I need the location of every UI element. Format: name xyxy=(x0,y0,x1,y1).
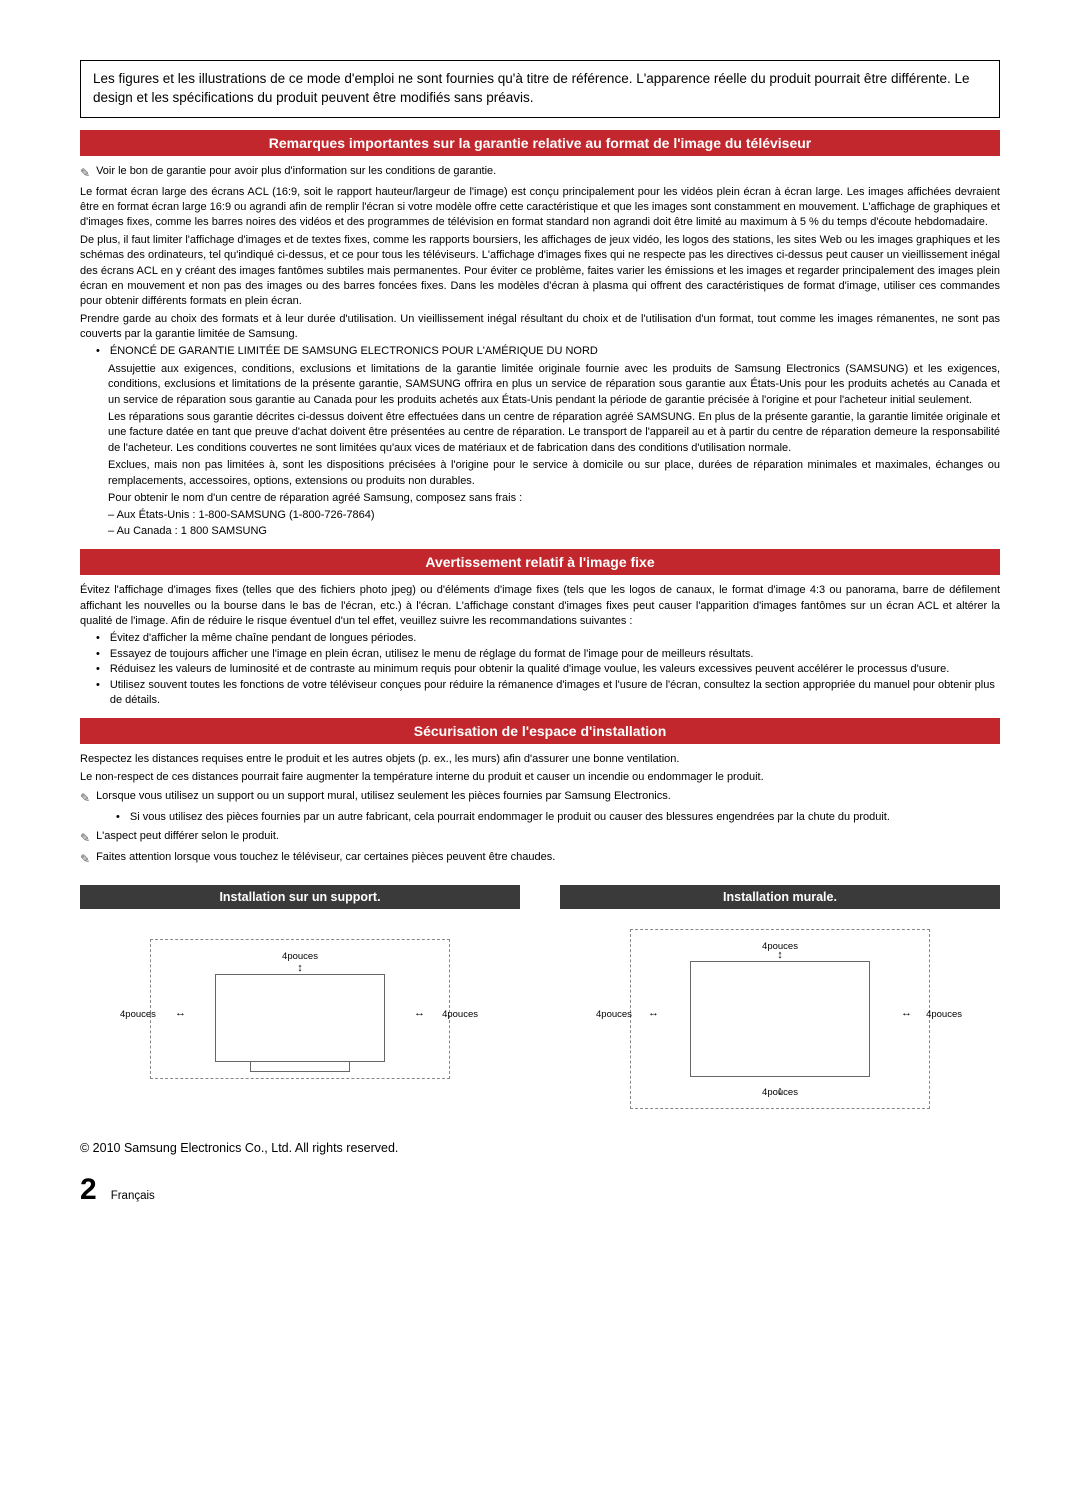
install-note2-text: L'aspect peut différer selon le produit. xyxy=(96,829,279,844)
dist-right-a: 4pouces xyxy=(442,1009,478,1020)
install-sub: • Si vous utilisez des pièces fournies p… xyxy=(80,810,1000,825)
header-warranty: Remarques importantes sur la garantie re… xyxy=(80,130,1000,156)
fixed-b4: • Utilisez souvent toutes les fonctions d… xyxy=(80,678,1000,709)
diagram-row: Installation sur un support. 4pouces 4po… xyxy=(80,885,1000,1119)
tv-rect-a xyxy=(215,974,385,1062)
note-icon: ✎ xyxy=(80,790,90,807)
diagram-title-b: Installation murale. xyxy=(560,885,1000,909)
arrow-icon: ↕ xyxy=(777,1085,783,1097)
install-note3-text: Faites attention lorsque vous touchez le… xyxy=(96,850,555,865)
warranty-sub3: Exclues, mais non pas limitées à, sont l… xyxy=(80,458,1000,489)
diagram-b-wrap: 4pouces 4pouces 4pouces 4pouces ↕ ↔ ↔ ↕ xyxy=(560,929,1000,1119)
warranty-dash2: – Au Canada : 1 800 SAMSUNG xyxy=(80,524,1000,539)
dist-right-b: 4pouces xyxy=(926,1009,962,1020)
warranty-note: ✎ Voir le bon de garantie pour avoir plu… xyxy=(80,164,1000,181)
diagram-a-wrap: 4pouces 4pouces 4pouces ↕ ↔ ↔ xyxy=(80,929,520,1119)
warranty-sub2: Les réparations sous garantie décrites c… xyxy=(80,410,1000,456)
dist-top-a: 4pouces xyxy=(282,951,318,962)
arrow-icon: ↕ xyxy=(297,962,303,974)
warranty-p3: Prendre garde au choix des formats et à … xyxy=(80,312,1000,343)
arrow-icon: ↔ xyxy=(175,1007,186,1019)
warranty-dash1: – Aux États-Unis : 1-800-SAMSUNG (1-800-… xyxy=(80,508,1000,523)
diagram-stand: Installation sur un support. 4pouces 4po… xyxy=(80,885,520,1119)
bullet-dot: • xyxy=(96,647,100,662)
install-note1-text: Lorsque vous utilisez un support ou un s… xyxy=(96,789,671,804)
install-p1: Respectez les distances requises entre l… xyxy=(80,752,1000,767)
fixed-b2-text: Essayez de toujours afficher une l'image… xyxy=(110,647,754,662)
warranty-p1: Le format écran large des écrans ACL (16… xyxy=(80,185,1000,231)
warranty-sub1: Assujettie aux exigences, conditions, ex… xyxy=(80,362,1000,408)
fixed-b3-text: Réduisez les valeurs de luminosité et de… xyxy=(110,662,949,677)
warranty-note-text: Voir le bon de garantie pour avoir plus … xyxy=(96,164,496,179)
dist-left-a: 4pouces xyxy=(120,1009,156,1020)
notice-text: Les figures et les illustrations de ce m… xyxy=(93,71,970,105)
fixed-p1: Évitez l'affichage d'images fixes (telle… xyxy=(80,583,1000,629)
header-fixed-image: Avertissement relatif à l'image fixe xyxy=(80,549,1000,575)
bullet-dot: • xyxy=(96,631,100,646)
page-language: Français xyxy=(111,1190,155,1202)
install-note3: ✎ Faites attention lorsque vous touchez … xyxy=(80,850,1000,867)
tv-rect-b xyxy=(690,961,870,1077)
warranty-bullet-title: ÉNONCÉ DE GARANTIE LIMITÉE DE SAMSUNG EL… xyxy=(110,344,598,359)
warranty-p2: De plus, il faut limiter l'affichage d'i… xyxy=(80,233,1000,310)
install-p2: Le non-respect de ces distances pourrait… xyxy=(80,770,1000,785)
bullet-dot: • xyxy=(96,344,100,359)
note-icon: ✎ xyxy=(80,851,90,868)
note-icon: ✎ xyxy=(80,165,90,182)
fixed-b3: • Réduisez les valeurs de luminosité et d… xyxy=(80,662,1000,677)
fixed-b2: • Essayez de toujours afficher une l'imag… xyxy=(80,647,1000,662)
warranty-sub4: Pour obtenir le nom d'un centre de répar… xyxy=(80,491,1000,506)
bullet-dot: • xyxy=(96,678,100,709)
fixed-b4-text: Utilisez souvent toutes les fonctions de… xyxy=(110,678,1000,709)
install-note1: ✎ Lorsque vous utilisez un support ou un… xyxy=(80,789,1000,806)
stand-base xyxy=(250,1062,350,1072)
arrow-icon: ↔ xyxy=(648,1007,659,1019)
arrow-icon: ↔ xyxy=(901,1007,912,1019)
copyright: © 2010 Samsung Electronics Co., Ltd. All… xyxy=(80,1141,1000,1155)
bullet-dot: • xyxy=(116,810,120,825)
dist-left-b: 4pouces xyxy=(596,1009,632,1020)
arrow-icon: ↔ xyxy=(414,1007,425,1019)
warranty-bullet: • ÉNONCÉ DE GARANTIE LIMITÉE DE SAMSUNG … xyxy=(80,344,1000,359)
notice-box: Les figures et les illustrations de ce m… xyxy=(80,60,1000,118)
fixed-b1: • Évitez d'afficher la même chaîne pendan… xyxy=(80,631,1000,646)
note-icon: ✎ xyxy=(80,830,90,847)
diagram-title-a: Installation sur un support. xyxy=(80,885,520,909)
install-note2: ✎ L'aspect peut différer selon le produi… xyxy=(80,829,1000,846)
arrow-icon: ↕ xyxy=(777,949,783,961)
page-number: 2 xyxy=(80,1173,97,1207)
page-footer: 2 Français xyxy=(80,1173,1000,1207)
diagram-wall: Installation murale. 4pouces 4pouces 4po… xyxy=(560,885,1000,1119)
fixed-b1-text: Évitez d'afficher la même chaîne pendant… xyxy=(110,631,416,646)
install-sub-text: Si vous utilisez des pièces fournies par… xyxy=(130,810,890,825)
header-install: Sécurisation de l'espace d'installation xyxy=(80,718,1000,744)
bullet-dot: • xyxy=(96,662,100,677)
